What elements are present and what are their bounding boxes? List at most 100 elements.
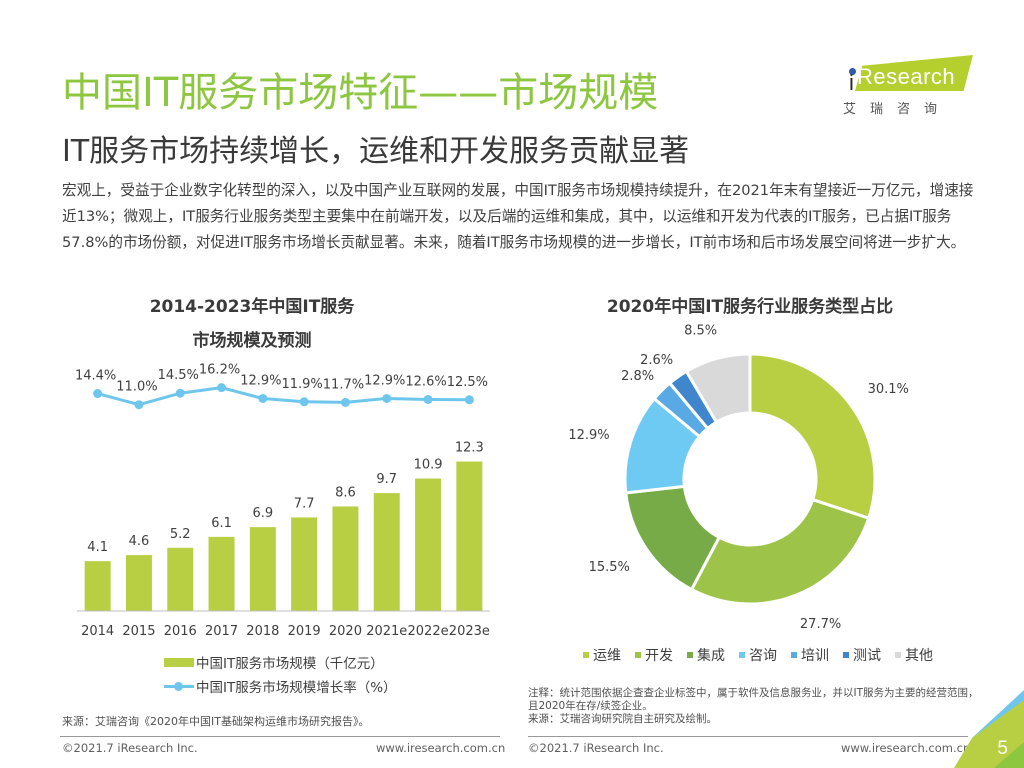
legend-swatch: [843, 652, 849, 658]
slice-label-集成: 15.5%: [589, 560, 630, 575]
page-subtitle: IT服务市场持续增长，运维和开发服务贡献显著: [62, 134, 690, 169]
legend-item-growth-rate: 中国IT服务市场规模增长率（%）: [164, 674, 397, 698]
legend-swatch: [791, 652, 797, 658]
footer-divider-right: [528, 736, 968, 737]
x-tick-label: 2015: [122, 624, 155, 639]
bar-2023e: [456, 461, 483, 611]
legend-item-运维: 运维: [583, 645, 621, 665]
growth-value-label: 14.4%: [75, 369, 116, 384]
bar-2017: [208, 536, 235, 611]
intro-paragraph: 宏观上，受益于企业数字化转型的深入，以及中国产业互联网的发展，中国IT服务市场规…: [62, 182, 974, 251]
legend-item-market-size: 中国IT服务市场规模（千亿元）: [164, 650, 397, 674]
pie-chart-legend: 运维 开发 集成 咨询 培训 测试 其他: [583, 645, 947, 665]
bar-value-label: 6.9: [253, 506, 274, 521]
growth-value-label: 12.9%: [240, 373, 281, 388]
x-tick-label: 2019: [288, 624, 321, 639]
growth-point-2019: [299, 397, 309, 407]
bar-2014: [84, 561, 111, 611]
slice-label-其他: 8.5%: [684, 323, 717, 338]
donut-chart: 30.1% 27.7% 15.5% 12.9% 2.8%2.6% 8.5%: [568, 323, 909, 631]
logo-prefix: i: [849, 70, 854, 95]
slice-运维: [748, 352, 877, 521]
growth-point-2017: [217, 383, 227, 393]
growth-rate-line: [97, 386, 470, 407]
bar-value-label: 4.6: [129, 534, 150, 549]
footer-copyright-left: ©2021.7 iResearch Inc.: [62, 741, 198, 755]
x-tick-label: 2017: [205, 624, 238, 639]
growth-value-label: 14.5%: [158, 368, 199, 383]
growth-value-label: 11.7%: [323, 377, 364, 392]
bar-value-label: 5.2: [170, 527, 191, 542]
source-note-left: 来源：艾瑞咨询《2020年中国IT基础架构运维市场研究报告》。: [62, 715, 370, 728]
legend-bar-swatch: [164, 657, 194, 667]
growth-value-label: 11.0%: [116, 380, 157, 395]
bar-chart-title-line1: 2014-2023年中国IT服务: [149, 297, 355, 317]
growth-point-2018: [258, 393, 268, 403]
growth-value-label: 11.9%: [281, 377, 322, 392]
x-tick-label: 2014: [81, 624, 114, 639]
x-tick-label: 2023e: [449, 624, 490, 639]
bar-line-chart: 14.4%11.0%14.5% 16.2%12.9% 11.9% 11.7% 12.9%…: [75, 363, 490, 639]
growth-point-2016: [175, 388, 185, 398]
legend-item-测试: 测试: [843, 645, 881, 665]
slice-label-layer: 30.1% 27.7% 15.5% 12.9% 2.8%2.6% 8.5%: [568, 323, 909, 631]
note-right-source: 来源：艾瑞咨询研究院自主研究及绘制。: [528, 713, 717, 725]
bar-2021e: [373, 493, 400, 611]
legend-item-培训: 培训: [791, 645, 829, 665]
legend-swatch: [583, 652, 589, 658]
bar-value-label: 7.7: [294, 496, 315, 511]
growth-line-layer: 14.4%11.0%14.5% 16.2%12.9% 11.9% 11.7% 12.9%…: [75, 363, 488, 410]
legend-item-集成: 集成: [687, 645, 725, 665]
legend-label: 开发: [645, 648, 673, 664]
slice-label-测试: 2.6%: [640, 353, 673, 368]
bar-2020: [332, 506, 359, 611]
slice-label-开发: 27.7%: [800, 617, 841, 632]
x-tick-label: 2020: [329, 624, 362, 639]
x-tick-label: 2021e: [366, 624, 407, 639]
legend-label-growth-rate: 中国IT服务市场规模增长率（%）: [196, 680, 397, 696]
legend-swatch: [635, 652, 641, 658]
bar-layer: 4.1 4.6 5.2 6.1 6.9 7.7 8.6 9.7 10.9 12.3: [84, 441, 484, 611]
growth-point-2020: [340, 397, 350, 407]
growth-value-label: 16.2%: [199, 363, 240, 378]
legend-item-咨询: 咨询: [739, 645, 777, 665]
growth-point-2015: [134, 400, 144, 410]
slice-其他: [684, 352, 752, 425]
pie-chart-title: 2020年中国IT服务行业服务类型占比: [606, 297, 894, 317]
legend-swatch: [739, 652, 745, 658]
note-right: 注释：统计范围依据企查查企业标签中，属于软件及信息服务业，并以IT服务为主要的经…: [528, 687, 988, 726]
legend-label: 咨询: [749, 648, 777, 664]
slice-label-咨询: 12.9%: [568, 428, 609, 443]
bar-2018: [249, 527, 276, 611]
bar-2022e: [415, 478, 442, 611]
corner-decoration: [954, 690, 1024, 768]
note-right-annotation: 注释：统计范围依据企查查企业标签中，属于软件及信息服务业，并以IT服务为主要的经…: [528, 687, 979, 712]
bar-chart-title-line2: 市场规模及预测: [192, 331, 312, 351]
bar-value-label: 4.1: [87, 540, 108, 555]
growth-point-2022e: [423, 394, 433, 404]
growth-point-2021e: [382, 393, 392, 403]
legend-label: 其他: [905, 648, 933, 664]
logo-brand-text: Research: [857, 64, 956, 89]
footer-divider-left: [60, 736, 500, 737]
bar-value-label: 12.3: [455, 441, 484, 456]
bar-2015: [125, 555, 152, 611]
legend-swatch: [895, 652, 901, 658]
footer-website-right: www.iresearch.com.cn: [841, 741, 971, 755]
footer-copyright-right: ©2021.7 iResearch Inc.: [528, 741, 664, 755]
iresearch-logo: i Research 艾瑞咨询: [843, 52, 978, 117]
legend-line-swatch: [164, 681, 194, 691]
logo-dot-icon: [849, 68, 856, 75]
bar-value-label: 6.1: [211, 516, 232, 531]
slice-layer: [623, 352, 877, 606]
page-title: 中国IT服务市场特征——市场规模: [62, 70, 659, 116]
legend-swatch: [687, 652, 693, 658]
x-tick-label: 2016: [164, 624, 197, 639]
logo-cn-text: 艾瑞咨询: [843, 102, 952, 117]
legend-item-其他: 其他: [895, 645, 933, 665]
bar-value-label: 10.9: [414, 458, 443, 473]
x-tick-label: 2018: [246, 624, 279, 639]
slice-开发: [689, 497, 871, 606]
bar-chart-legend: 中国IT服务市场规模（千亿元） 中国IT服务市场规模增长率（%）: [164, 650, 397, 698]
page-number: 5: [997, 738, 1008, 759]
